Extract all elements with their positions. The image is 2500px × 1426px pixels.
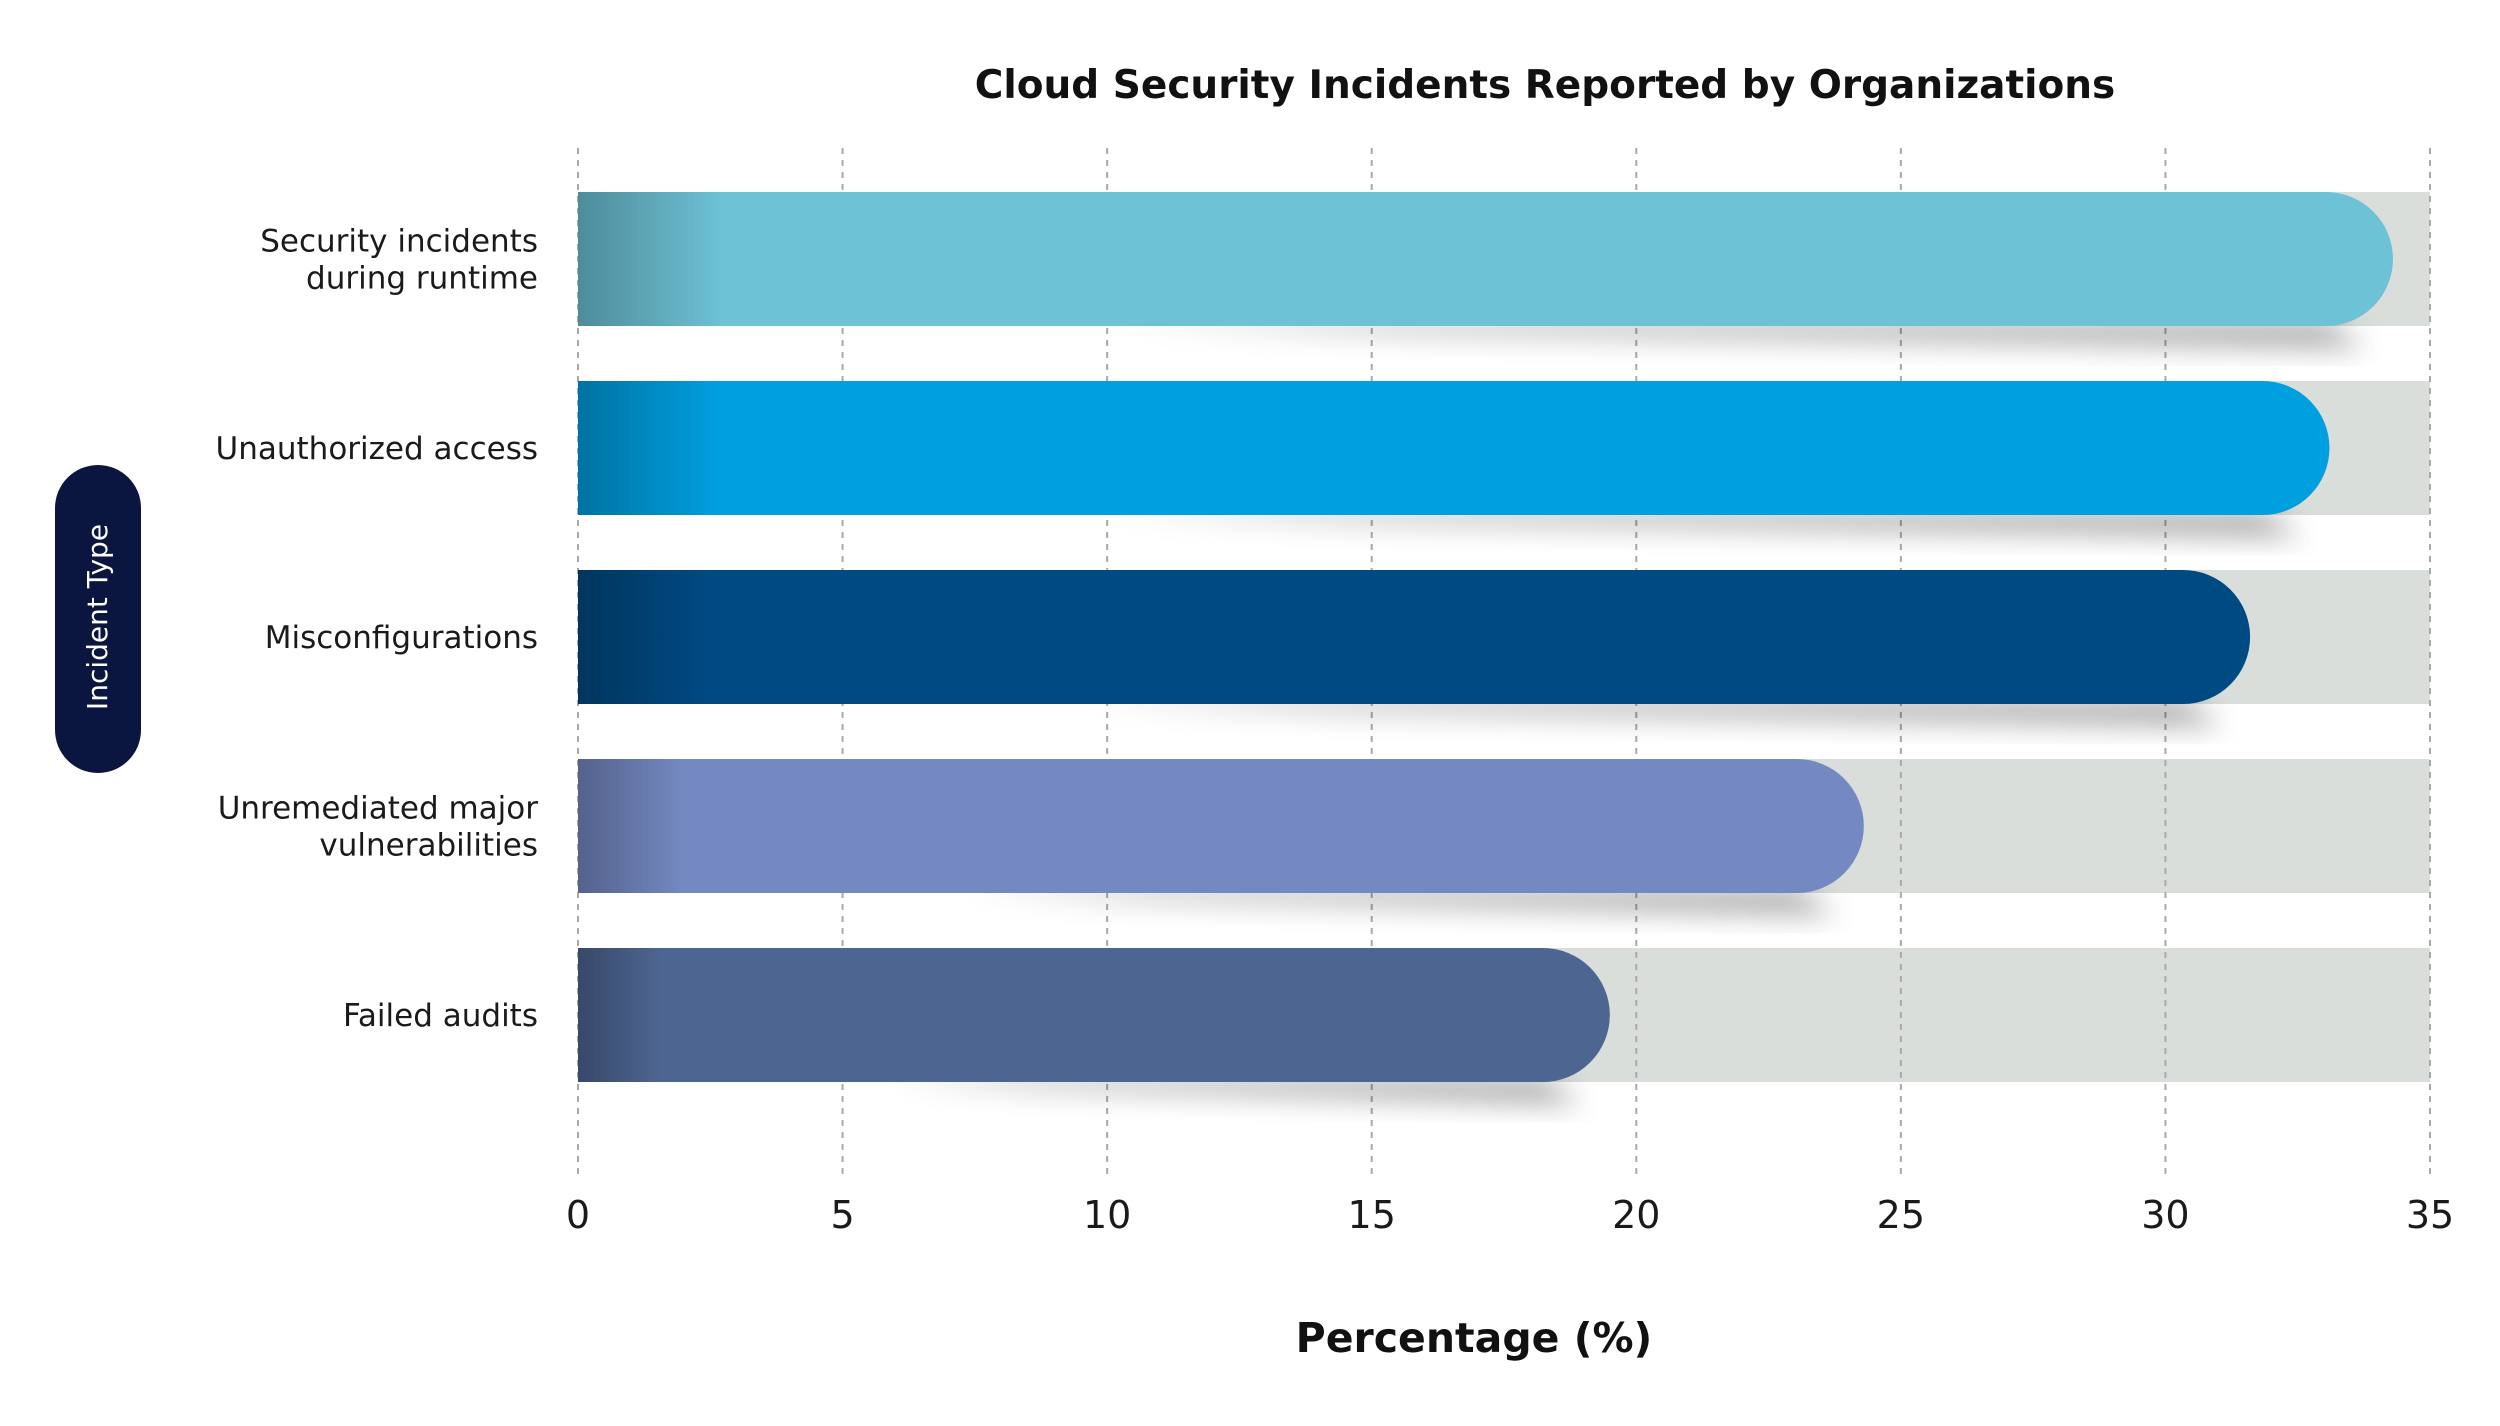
- bar-shading: [578, 192, 2393, 326]
- bar-shading: [578, 948, 1610, 1082]
- x-tick-labels: 0 5 10 15 20 25 30 35: [566, 1193, 2454, 1237]
- x-tick-label: 15: [1348, 1193, 1396, 1237]
- bar-shadow: [1103, 511, 2303, 537]
- x-axis-title: Percentage (%): [1296, 1314, 1653, 1362]
- x-tick-label: 0: [566, 1193, 590, 1237]
- bar-shadow: [1079, 700, 2224, 726]
- x-tick-label: 30: [2141, 1193, 2189, 1237]
- x-tick-label: 5: [830, 1193, 854, 1237]
- category-label: Misconfigurations: [265, 620, 538, 656]
- bar-shadow: [1122, 322, 2367, 348]
- bar-shadow: [887, 1078, 1584, 1104]
- y-axis-title-badge: Incident Type: [55, 465, 141, 773]
- x-tick-label: 10: [1083, 1193, 1131, 1237]
- category-label: Unauthorized access: [216, 431, 538, 467]
- category-label: Failed audits: [343, 998, 538, 1034]
- category-label: Security incidents during runtime: [260, 224, 538, 297]
- bars: [578, 192, 2393, 1104]
- x-tick-label: 35: [2406, 1193, 2454, 1237]
- category-label: Unremediated major vulnerabilities: [218, 791, 539, 864]
- bar-shading: [578, 381, 2330, 515]
- bar-shading: [578, 570, 2251, 704]
- x-tick-label: 20: [1612, 1193, 1660, 1237]
- y-axis-title-background: [55, 465, 141, 773]
- x-tick-label: 25: [1877, 1193, 1925, 1237]
- category-labels: Security incidents during runtime Unauthor…: [216, 224, 539, 1035]
- y-axis-title: Incident Type: [81, 524, 114, 710]
- bar-shadow: [963, 889, 1838, 915]
- bar-shading: [578, 758, 1864, 893]
- chart-title: Cloud Security Incidents Reported by Org…: [975, 63, 2116, 108]
